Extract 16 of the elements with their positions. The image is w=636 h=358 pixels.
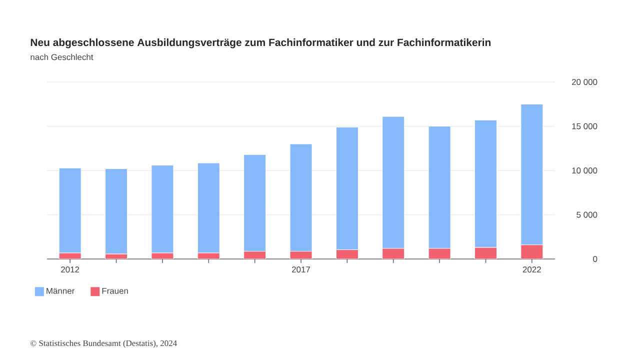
text: © Statistisches Bundesamt (Destatis), 2024 [30, 340, 177, 348]
y-tick-label: 20 000 [572, 79, 598, 85]
bar [428, 248, 451, 259]
chart-title: Neu abgeschlossene Ausbildungsverträge zum Fachinformatiker und zur Fachinformatikerin [30, 38, 490, 48]
y-tick-label: 5 000 [576, 212, 598, 218]
chart-subtitle: nach Geschlecht [30, 54, 94, 60]
x-tick-label: 2012 [61, 266, 80, 273]
bar [382, 248, 404, 259]
x-tick-label: 2022 [522, 266, 541, 273]
legend-label: Frauen [102, 288, 128, 294]
y-tick-label: 0 [593, 256, 598, 262]
y-tick-label: 10 000 [572, 168, 598, 174]
x-tick-label: 2017 [292, 266, 310, 273]
y-tick-label: 15 000 [572, 123, 598, 130]
bar [520, 244, 544, 259]
legend-label: Männer [46, 288, 75, 294]
